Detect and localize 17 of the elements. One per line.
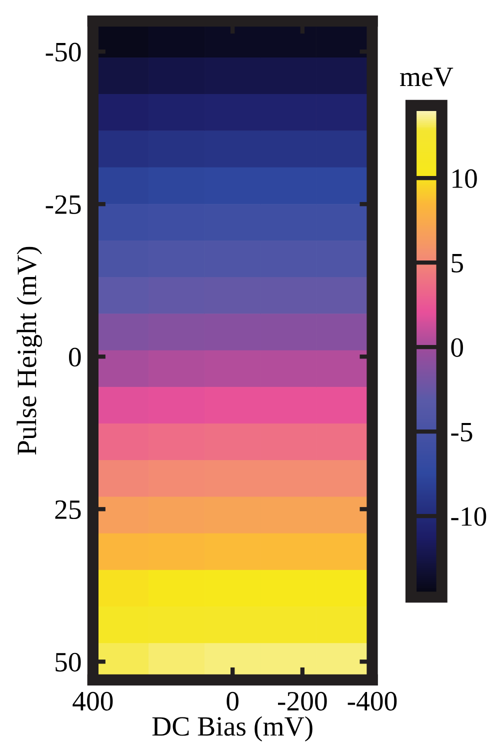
x-tick-label: -200 (278, 692, 327, 711)
x-tick-label: 0 (226, 692, 238, 711)
y-axis-title: Pulse Height (mV) (16, 246, 42, 455)
y-tick-label: 50 (56, 652, 81, 672)
y-tick-label: -25 (46, 195, 81, 214)
x-tick-label: -400 (348, 692, 397, 711)
color-bar-label: -5 (451, 422, 472, 442)
color-bar-title: meV (400, 68, 454, 86)
color-bar-label: -10 (451, 507, 486, 526)
y-tick-label: 25 (55, 500, 81, 520)
x-tick-label: 400 (72, 692, 113, 711)
color-bar-label: 0 (451, 338, 463, 357)
color-bar-label: 10 (452, 169, 477, 188)
color-bar-label: 5 (452, 254, 463, 272)
x-axis-title: DC Bias (mV) (152, 716, 312, 742)
y-tick-label: -50 (46, 42, 81, 62)
y-tick-label: 0 (69, 348, 81, 367)
